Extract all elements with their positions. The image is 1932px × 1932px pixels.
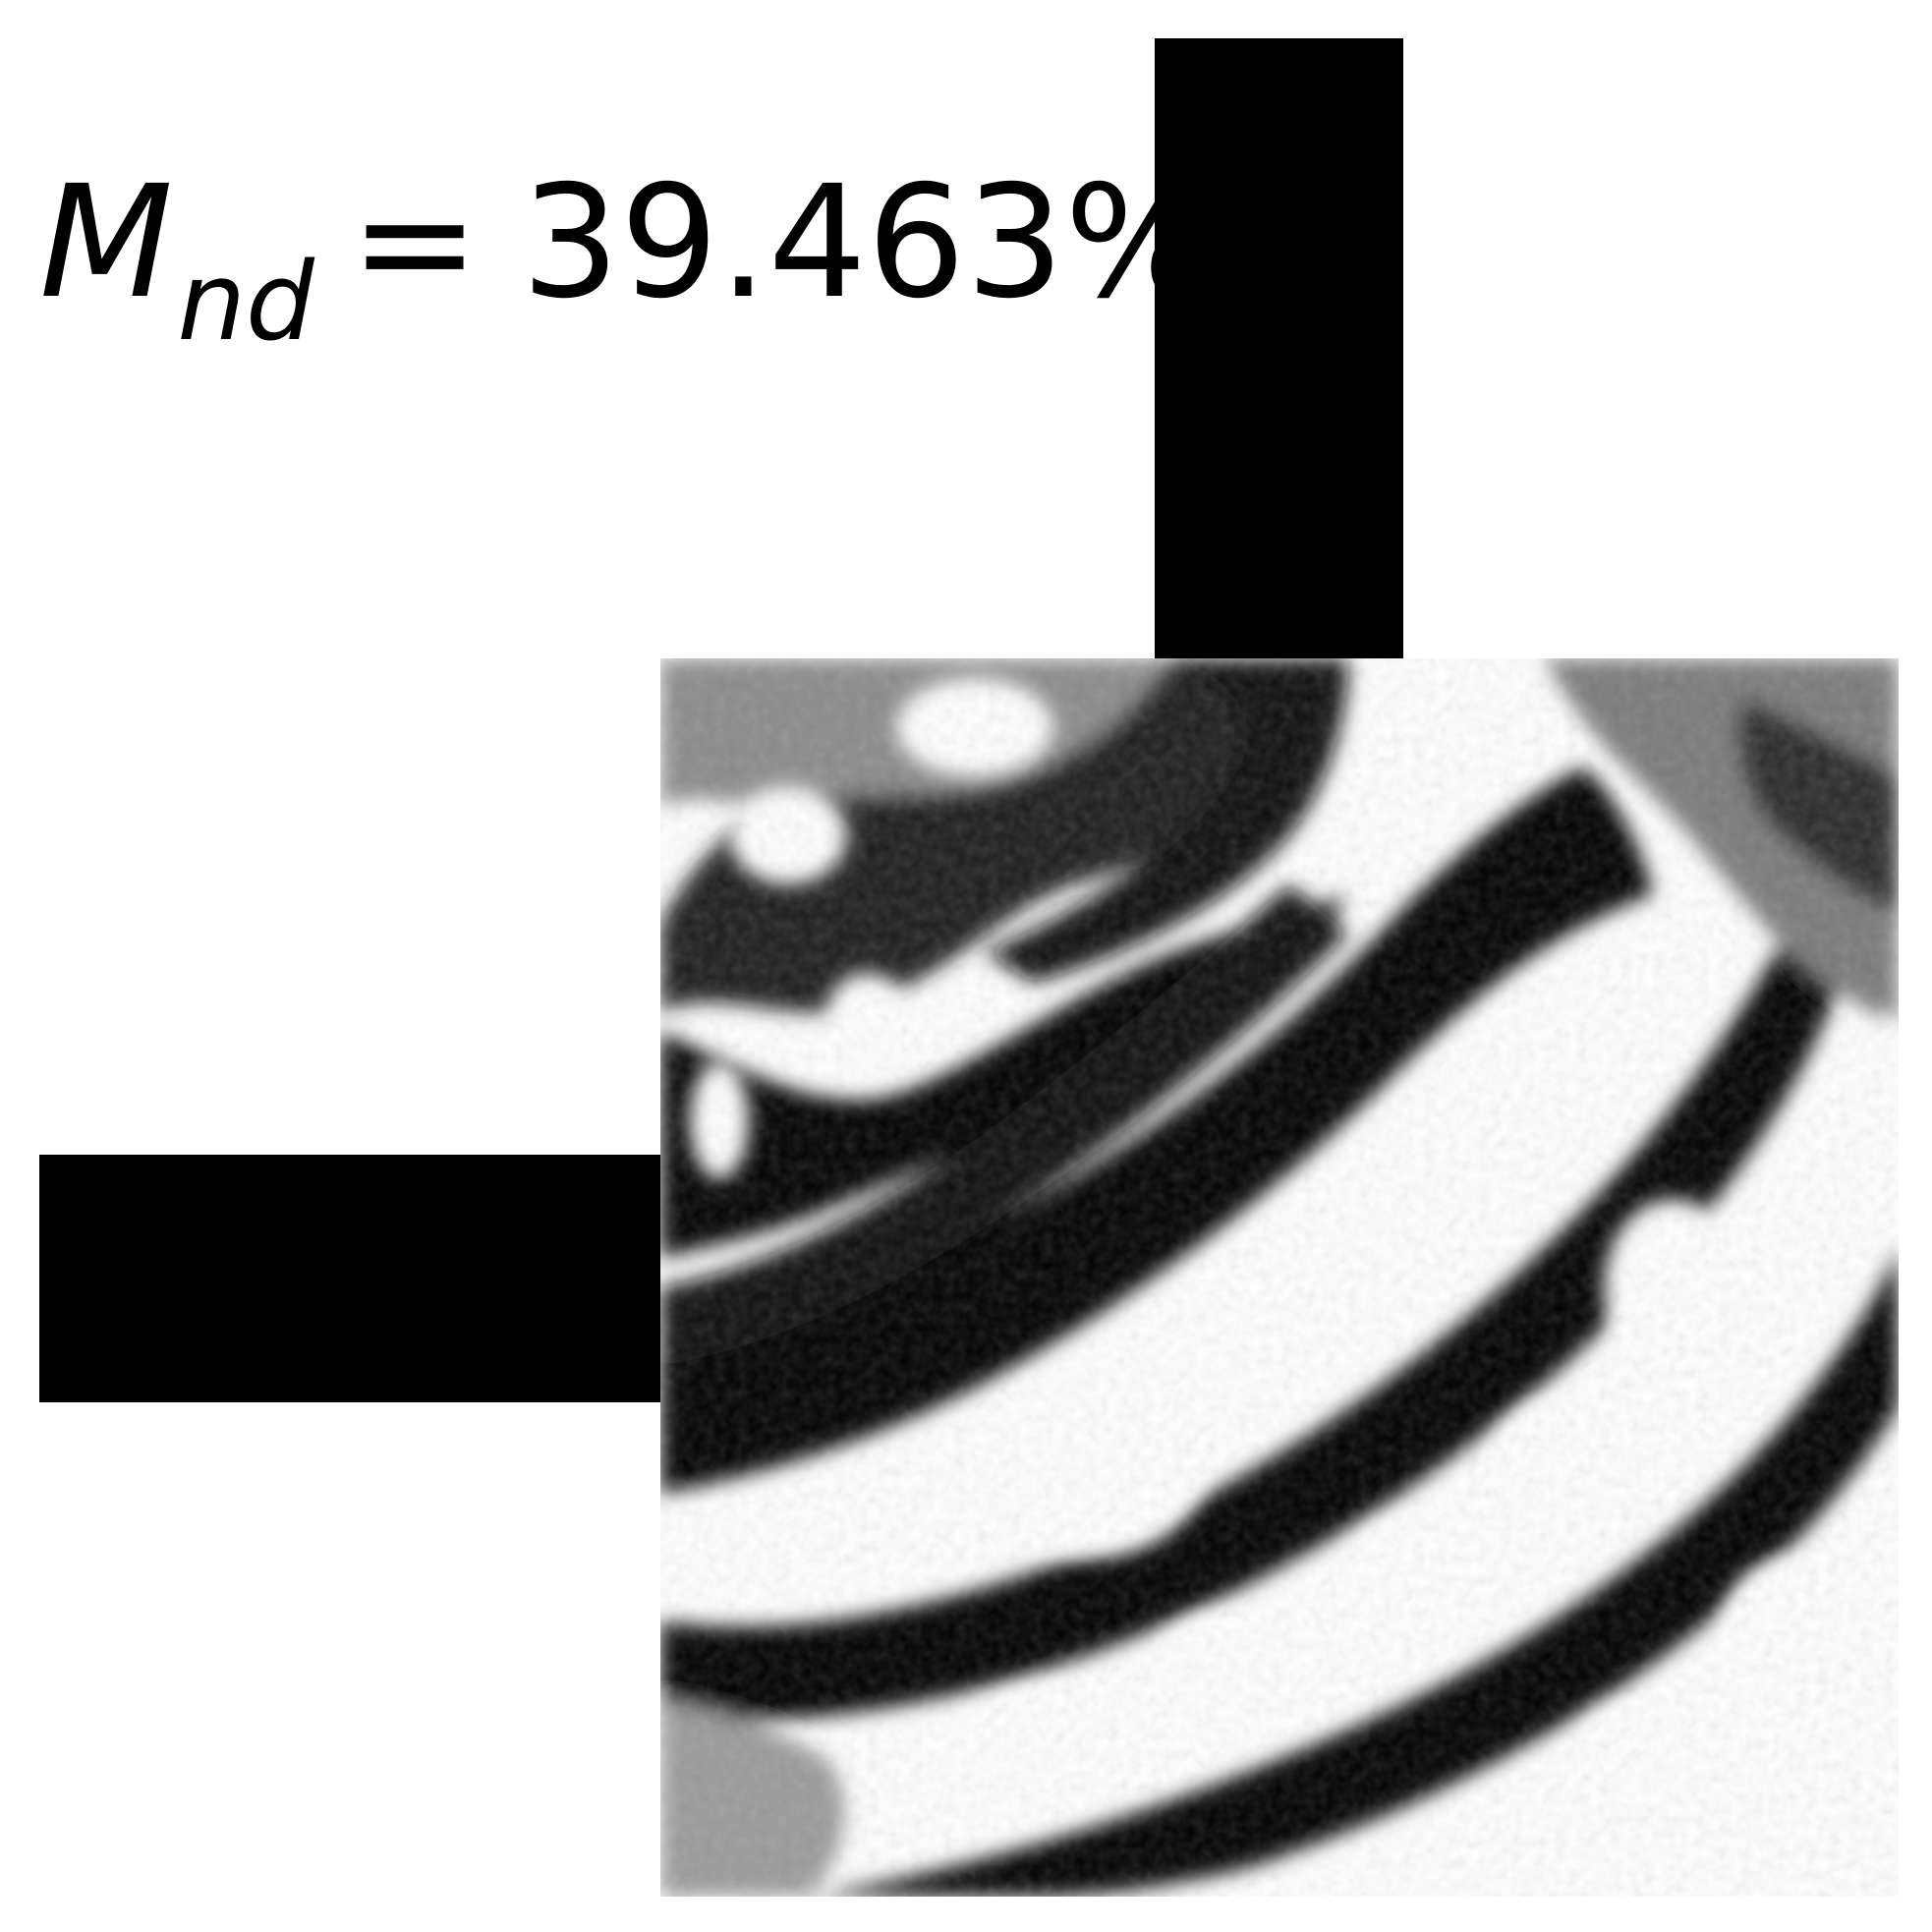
grayscale-texture-patch [660, 658, 1899, 1897]
metric-value: 39.463% [521, 152, 1213, 333]
mask-block-left [39, 1155, 660, 1402]
metric-label: M nd = 39.463% [39, 152, 1213, 356]
texture-image [660, 658, 1899, 1897]
metric-operator: = [349, 152, 481, 333]
mask-block-top [1155, 38, 1403, 658]
metric-symbol: M [39, 152, 174, 333]
metric-subscript: nd [177, 239, 314, 365]
